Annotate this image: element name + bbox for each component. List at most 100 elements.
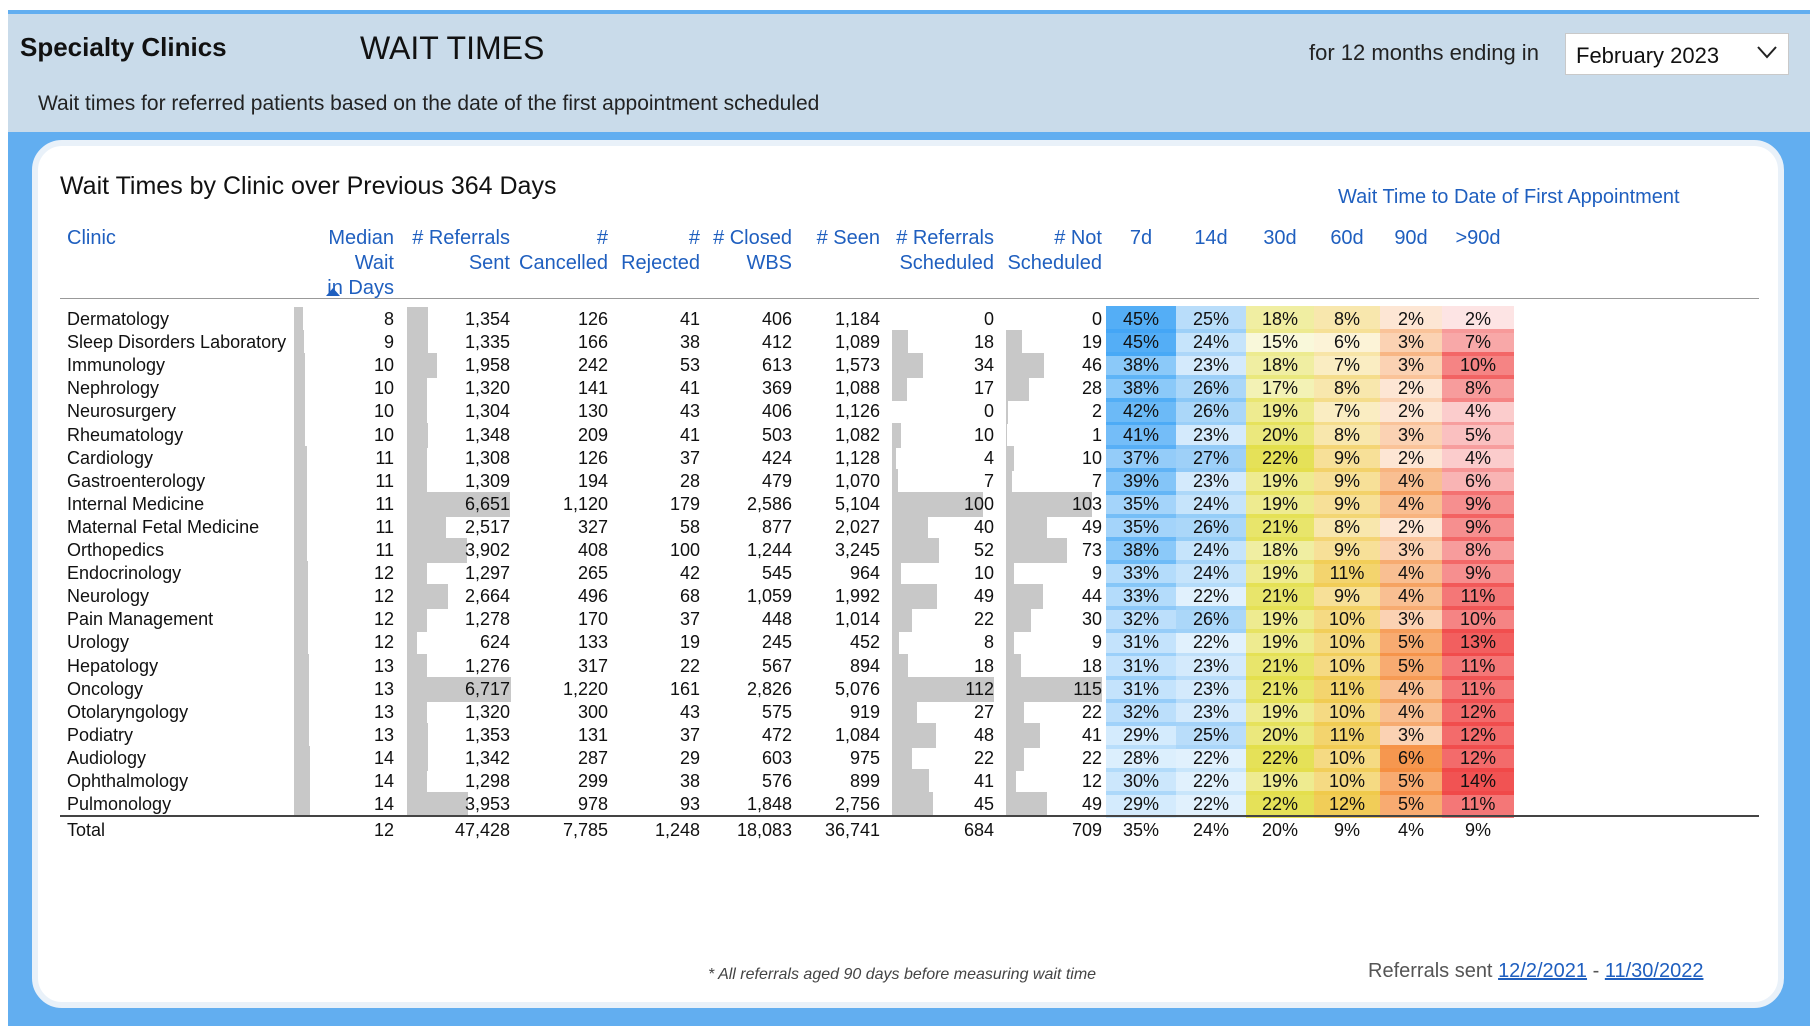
cell-p7: 29% <box>1106 721 1176 749</box>
month-dropdown[interactable]: February 2023 <box>1565 33 1789 75</box>
table-row[interactable]: Otolaryngology 13 1,320 300 43 575 919 27 22 32% 2… <box>60 698 1760 726</box>
total-p90: 4% <box>1397 820 1424 841</box>
col-header-7d[interactable]: 7d <box>1129 227 1153 249</box>
table-row[interactable]: Dermatology 8 1,354 126 41 406 1,184 0 0 45% 25% 18… <box>60 306 1760 333</box>
table-row[interactable]: Audiology 14 1,342 287 29 603 975 22 22 28% 22% 22%… <box>60 744 1760 772</box>
cell-p14: 23% <box>1176 421 1246 449</box>
table-row[interactable]: Pulmonology 14 3,953 978 93 1,848 2,756 45 49 29%… <box>60 791 1760 819</box>
data-bar <box>294 353 306 379</box>
cell-cancelled: 287 <box>577 747 608 768</box>
col-header-seen[interactable]: # Seen <box>796 226 880 251</box>
cell-not-scheduled: 46 <box>1081 355 1102 376</box>
data-bar <box>407 745 428 771</box>
table-row[interactable]: Internal Medicine 11 6,651 1,120 179 2,586 5,1… <box>60 490 1760 518</box>
col-header-not-scheduled[interactable]: # Not Scheduled <box>1004 226 1102 276</box>
data-bar <box>294 376 306 402</box>
cell-not-scheduled: 103 <box>1071 493 1102 514</box>
cell-median: 14 <box>373 747 394 768</box>
cell-scheduled: 27 <box>973 701 994 722</box>
col-header-referrals-scheduled[interactable]: # Referrals Scheduled <box>890 226 994 276</box>
table-row[interactable]: Gastroenterology 11 1,309 194 28 479 1,070 7 7 39… <box>60 467 1760 495</box>
col-header-90d[interactable]: 90d <box>1394 227 1428 249</box>
sort-ascending-icon[interactable] <box>326 288 340 296</box>
cell-median: 13 <box>373 701 394 722</box>
col-header-14d[interactable]: 14d <box>1194 227 1228 249</box>
data-bar <box>1006 584 1043 610</box>
cell-p90: 4% <box>1380 467 1442 495</box>
cell-p30: 18% <box>1246 537 1314 564</box>
data-bar <box>407 538 468 563</box>
table-row[interactable]: Rheumatology 10 1,348 209 41 503 1,082 10 1 41% 23… <box>60 421 1760 449</box>
data-bar <box>294 607 308 633</box>
cell-median: 11 <box>375 493 394 514</box>
col-header-cancelled[interactable]: # Cancelled <box>510 226 608 276</box>
cell-p90: 5% <box>1380 791 1442 819</box>
total-clinic: Total <box>67 820 106 841</box>
cell-p30: 21% <box>1246 652 1314 680</box>
data-bar <box>407 491 510 517</box>
cell-p30: 19% <box>1246 606 1314 634</box>
col-header-60d[interactable]: 60d <box>1330 227 1364 249</box>
col-header-closed-wbs[interactable]: # Closed WBS <box>700 226 792 276</box>
cell-median: 11 <box>375 447 394 468</box>
table-row[interactable]: Urology 12 624 133 19 245 452 8 9 31% 22% 19% 10% 5% 1… <box>60 629 1760 657</box>
cell-scheduled: 10 <box>973 563 994 584</box>
cell-pgt90: 9% <box>1442 490 1514 518</box>
cell-closed: 412 <box>761 332 792 353</box>
cell-p7: 32% <box>1106 698 1176 726</box>
cell-sent: 1,298 <box>464 771 510 791</box>
cell-cancelled: 1,220 <box>562 678 608 699</box>
cell-rejected: 38 <box>679 332 700 353</box>
data-bar <box>1006 330 1022 356</box>
cell-pgt90: 6% <box>1442 467 1514 495</box>
table-row[interactable]: Cardiology 11 1,308 126 37 424 1,128 4 10 37% 27% 2… <box>60 444 1760 472</box>
table-row[interactable]: Podiatry 13 1,353 131 37 472 1,084 48 41 29% 25% 20… <box>60 721 1760 749</box>
cell-p60: 10% <box>1314 744 1380 772</box>
total-p14: 24% <box>1192 820 1230 841</box>
table-row[interactable]: Immunology 10 1,958 242 53 613 1,573 34 46 38% 23%… <box>60 352 1760 380</box>
cell-p60: 10% <box>1314 629 1380 657</box>
table-row[interactable]: Neurology 12 2,664 496 68 1,059 1,992 49 44 33% 22… <box>60 583 1760 611</box>
table-row[interactable]: Pain Management 12 1,278 170 37 448 1,014 22 30 3… <box>60 606 1760 634</box>
data-bar <box>1006 769 1017 794</box>
cell-seen: 1,184 <box>834 309 880 329</box>
cell-p60: 7% <box>1314 352 1380 380</box>
col-header-clinic[interactable]: Clinic <box>67 226 116 251</box>
data-bar <box>892 353 923 379</box>
cell-clinic: Orthopedics <box>67 540 165 560</box>
data-bar <box>1006 422 1007 448</box>
cell-scheduled: 49 <box>973 586 994 607</box>
table-row[interactable]: Endocrinology 12 1,297 265 42 545 964 10 9 33% 24%… <box>60 560 1760 588</box>
date-range-start[interactable]: 12/2/2021 <box>1498 960 1588 982</box>
data-bar <box>294 630 308 656</box>
table-row[interactable]: Neurosurgery 10 1,304 130 43 406 1,126 0 2 42% 26%… <box>60 398 1760 426</box>
table-row[interactable]: Sleep Disorders Laboratory 9 1,335 166 38 412… <box>60 329 1760 357</box>
cell-p90: 3% <box>1380 421 1442 449</box>
table-row[interactable]: Ophthalmology 14 1,298 299 38 576 899 41 12 30% 22… <box>60 768 1760 795</box>
data-bar <box>892 376 908 402</box>
table-row[interactable]: Hepatology 13 1,276 317 22 567 894 18 18 31% 23% 21… <box>60 652 1760 680</box>
data-bar <box>892 538 940 563</box>
col-header-referrals-sent[interactable]: # Referrals Sent <box>400 226 510 276</box>
col-header-30d[interactable]: 30d <box>1263 227 1297 249</box>
cell-seen: 3,245 <box>834 540 880 560</box>
table-row[interactable]: Maternal Fetal Medicine 11 2,517 327 58 877 2,… <box>60 513 1760 541</box>
total-sent: 47,428 <box>454 820 510 841</box>
col-header-notsched-line1: # Not <box>1054 227 1102 249</box>
cell-p90: 3% <box>1380 537 1442 564</box>
cell-p30: 17% <box>1246 375 1314 403</box>
col-header-over-90d[interactable]: >90d <box>1455 227 1501 249</box>
col-header-rejected[interactable]: # Rejected <box>610 226 700 276</box>
cell-p7: 33% <box>1106 583 1176 611</box>
cell-closed: 424 <box>761 447 792 468</box>
col-header-closed-line1: # Closed <box>713 227 792 249</box>
total-rejected: 1,248 <box>654 820 700 841</box>
table-row[interactable]: Oncology 13 6,717 1,220 161 2,826 5,076 112 115 3… <box>60 675 1760 703</box>
cell-sent: 1,320 <box>464 378 510 399</box>
cell-rejected: 41 <box>679 424 700 445</box>
cell-scheduled: 48 <box>973 724 994 745</box>
date-range-end[interactable]: 11/30/2022 <box>1604 960 1704 982</box>
table-row[interactable]: Orthopedics 11 3,902 408 100 1,244 3,245 52 73 38… <box>60 537 1760 564</box>
table-row[interactable]: Nephrology 10 1,320 141 41 369 1,088 17 28 38% 26%… <box>60 375 1760 403</box>
col-header-median-wait[interactable]: Median Wait in Days <box>290 226 394 301</box>
